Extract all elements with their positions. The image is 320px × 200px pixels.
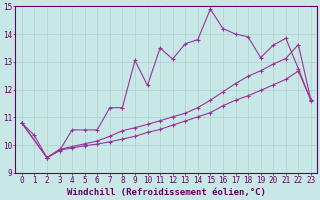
- X-axis label: Windchill (Refroidissement éolien,°C): Windchill (Refroidissement éolien,°C): [67, 188, 266, 197]
